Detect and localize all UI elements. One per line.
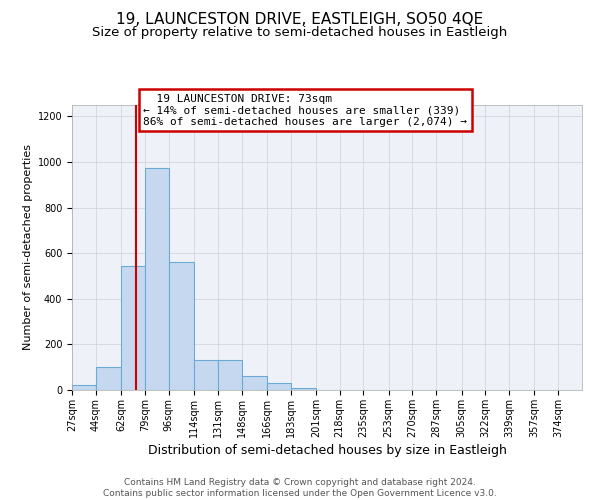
X-axis label: Distribution of semi-detached houses by size in Eastleigh: Distribution of semi-detached houses by … [148,444,506,457]
Y-axis label: Number of semi-detached properties: Number of semi-detached properties [23,144,34,350]
Bar [267,383,290,390]
Bar [242,376,267,390]
Bar [121,266,145,390]
Bar [72,386,96,390]
Bar [145,168,169,390]
Bar [169,262,194,390]
Text: Contains HM Land Registry data © Crown copyright and database right 2024.
Contai: Contains HM Land Registry data © Crown c… [103,478,497,498]
Text: 19, LAUNCESTON DRIVE, EASTLEIGH, SO50 4QE: 19, LAUNCESTON DRIVE, EASTLEIGH, SO50 4Q… [116,12,484,28]
Bar [194,360,218,390]
Bar [218,360,242,390]
Text: 19 LAUNCESTON DRIVE: 73sqm  
← 14% of semi-detached houses are smaller (339)
86%: 19 LAUNCESTON DRIVE: 73sqm ← 14% of semi… [143,94,467,127]
Text: Size of property relative to semi-detached houses in Eastleigh: Size of property relative to semi-detach… [92,26,508,39]
Bar [96,367,121,390]
Bar [290,388,316,390]
